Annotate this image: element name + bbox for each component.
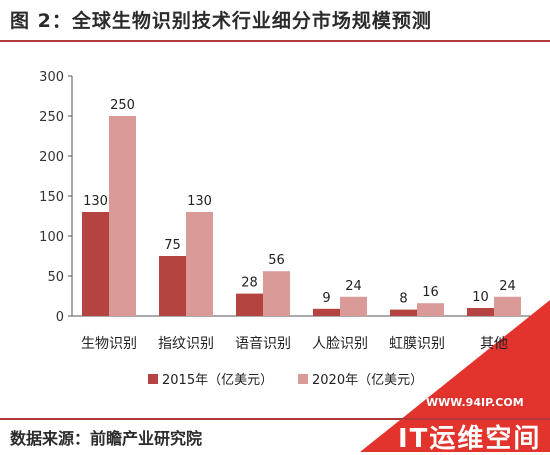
data-label: 8: [399, 292, 407, 307]
legend-label: 2015年（亿美元）: [162, 373, 273, 388]
x-tick-label: 语音识别: [235, 335, 291, 352]
watermark-url: WWW.94IP.COM: [426, 396, 524, 409]
data-label: 56: [268, 253, 285, 268]
data-label: 24: [345, 279, 362, 294]
bar: [494, 296, 521, 316]
footer-divider: [0, 418, 550, 420]
legend-label: 2020年（亿美元）: [312, 373, 423, 388]
bar: [186, 212, 213, 316]
data-source: 数据来源：前瞻产业研究院: [10, 429, 203, 448]
y-tick-label: 250: [39, 110, 64, 125]
bar: [236, 293, 263, 316]
legend-swatch: [298, 374, 308, 384]
data-label: 250: [110, 98, 135, 113]
x-tick-label: 指纹识别: [158, 336, 214, 352]
x-tick-label: 其他: [480, 336, 508, 352]
y-axis: 0 50 100 150 200 250 300: [39, 70, 73, 325]
data-label: 24: [499, 279, 516, 294]
y-tick-label: 50: [47, 270, 64, 285]
legend-swatch: [148, 374, 158, 384]
bar: [313, 308, 340, 316]
title-divider: [0, 40, 550, 42]
page-title: 图 2：全球生物识别技术行业细分市场规模预测: [10, 10, 432, 32]
bar: [467, 308, 494, 316]
bar: [159, 256, 186, 316]
y-tick-label: 200: [39, 150, 64, 165]
data-label: 28: [241, 276, 258, 291]
x-tick-label: 虹膜识别: [389, 336, 445, 352]
y-tick-label: 300: [39, 70, 64, 85]
x-tick-label: 人脸识别: [312, 336, 368, 352]
data-label: 16: [422, 285, 439, 300]
watermark-name: IT运维空间: [398, 424, 542, 454]
data-label: 75: [164, 238, 181, 253]
x-tick-label: 生物识别: [81, 336, 137, 352]
data-label: 9: [322, 291, 330, 306]
bars: 130 250 75 130 28 56 9 24 8 16 10 24: [82, 98, 521, 316]
y-tick-label: 150: [39, 190, 64, 205]
bar: [82, 212, 109, 316]
legend: 2015年（亿美元） 2020年（亿美元）: [148, 373, 423, 388]
y-tick-label: 100: [39, 230, 64, 245]
y-tick-label: 0: [56, 310, 64, 325]
bar: [340, 296, 367, 316]
data-label: 130: [83, 194, 108, 209]
bar: [417, 303, 444, 316]
bar: [109, 116, 136, 316]
bar: [390, 309, 417, 316]
data-label: 10: [472, 290, 489, 305]
data-label: 130: [187, 194, 212, 209]
bar: [263, 271, 290, 316]
x-axis: 生物识别 指纹识别 语音识别 人脸识别 虹膜识别 其他: [72, 315, 530, 352]
